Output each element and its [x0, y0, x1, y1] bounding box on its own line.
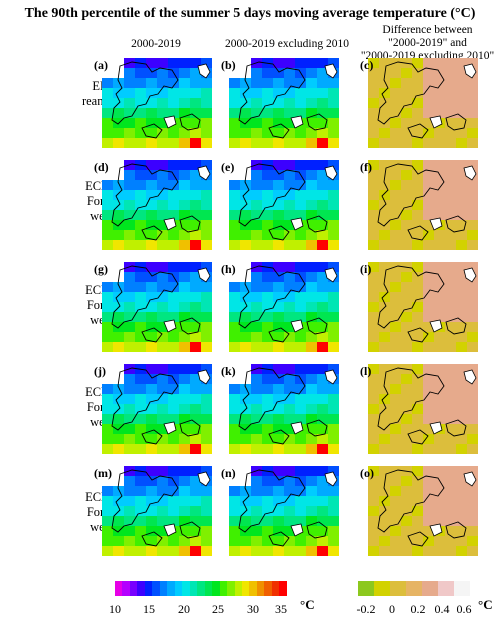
colorbar-segment [204, 581, 213, 596]
temp-tick-25: 25 [212, 602, 224, 616]
panel-label: (n) [221, 466, 236, 480]
panel-label: (j) [94, 364, 106, 378]
panel-label: (b) [221, 58, 236, 72]
column-header-1: 2000-2019 [131, 38, 181, 50]
panel-label: (o) [360, 466, 374, 480]
colorbar-segment [422, 581, 438, 596]
map-svg [102, 262, 212, 352]
temp-tick-20: 20 [178, 602, 190, 616]
diff-tick-0: 0 [389, 602, 395, 616]
temp-tick-30: 30 [247, 602, 259, 616]
colorbar-segment [249, 581, 257, 596]
colorbar-segment [174, 581, 183, 596]
diff-tick-0.6: 0.6 [456, 602, 472, 616]
map-panel-e: (e) [221, 160, 339, 250]
colorbar-segment [256, 581, 265, 596]
map-panel-a: (a) [94, 58, 212, 148]
colorbar-segment [122, 581, 130, 596]
map-svg [229, 364, 339, 454]
colorbar-segment [390, 581, 406, 596]
panel-label: (l) [360, 364, 372, 378]
map-panel-k: (k) [221, 364, 339, 454]
colorbar-segment [159, 581, 168, 596]
map-svg [368, 364, 478, 454]
map-panel-d: (d) [94, 160, 212, 250]
figure-title: The 90th percentile of the summer 5 days… [24, 6, 476, 21]
colorbar-segment [219, 581, 228, 596]
column-header-2: 2000-2019 excluding 2010 [225, 38, 349, 50]
map-svg [368, 262, 478, 352]
panel-label: (i) [360, 262, 372, 276]
map-svg [229, 58, 339, 148]
colorbar-segment [406, 581, 422, 596]
map-svg [102, 364, 212, 454]
colorbar-segment [241, 581, 250, 596]
panel-label: (d) [94, 160, 109, 174]
colorbar-segment [167, 581, 175, 596]
map-panel-g: (g) [94, 262, 212, 352]
panel-label: (m) [94, 466, 112, 480]
map-panel-j: (j) [94, 364, 212, 454]
colorbar-segment [115, 581, 123, 596]
map-svg [229, 262, 339, 352]
colorbar-segment [182, 581, 190, 596]
colorbar-segment [197, 581, 205, 596]
temperature-colorbar [115, 581, 287, 596]
diff-tick-0.4: 0.4 [434, 602, 450, 616]
temp-tick-35: 35 [275, 602, 287, 616]
colorbar-segment [137, 581, 145, 596]
panel-label: (g) [94, 262, 108, 276]
map-svg [368, 160, 478, 250]
column-header-3-line2: "2000-2019" and [388, 37, 467, 49]
temp-tick-15: 15 [143, 602, 155, 616]
map-svg [102, 160, 212, 250]
panel-label: (h) [221, 262, 236, 276]
panel-label: (f) [360, 160, 372, 174]
diff-colorbar-unit: °C [478, 597, 493, 612]
map-panel-o: (o) [360, 466, 478, 556]
map-panel-m: (m) [94, 466, 212, 556]
map-svg [102, 466, 212, 556]
colorbar-segment [212, 581, 220, 596]
diff-tick-m0.2: -0.2 [356, 602, 376, 616]
colorbar-segment [144, 581, 153, 596]
map-svg [229, 160, 339, 250]
colorbar-segment [129, 581, 138, 596]
panel-label: (a) [94, 58, 108, 72]
colorbar-segment [264, 581, 272, 596]
diff-tick-0.2: 0.2 [410, 602, 426, 616]
map-panel-f: (f) [360, 160, 478, 250]
colorbar-segment [152, 581, 160, 596]
panel-label: (c) [360, 58, 374, 72]
colorbar-segment [271, 581, 280, 596]
map-svg [229, 466, 339, 556]
temp-tick-10: 10 [109, 602, 121, 616]
panel-label: (e) [221, 160, 235, 174]
map-panel-n: (n) [221, 466, 339, 556]
colorbar-segment [454, 581, 470, 596]
map-panel-i: (i) [360, 262, 478, 352]
panel-label: (k) [221, 364, 236, 378]
map-panel-c: (c) [360, 58, 478, 148]
map-svg [368, 58, 478, 148]
colorbar-segment [374, 581, 390, 596]
colorbar-segment [358, 581, 374, 596]
difference-colorbar [358, 581, 470, 596]
map-svg [368, 466, 478, 556]
temp-colorbar-unit: °C [300, 597, 315, 612]
colorbar-segment [438, 581, 454, 596]
column-header-3-line1: Difference between [382, 24, 473, 36]
colorbar-segment [279, 581, 287, 596]
colorbar-segment [234, 581, 242, 596]
colorbar-segment [227, 581, 235, 596]
map-panel-l: (l) [360, 364, 478, 454]
map-svg [102, 58, 212, 148]
map-panel-h: (h) [221, 262, 339, 352]
colorbar-segment [189, 581, 198, 596]
map-panel-b: (b) [221, 58, 339, 148]
